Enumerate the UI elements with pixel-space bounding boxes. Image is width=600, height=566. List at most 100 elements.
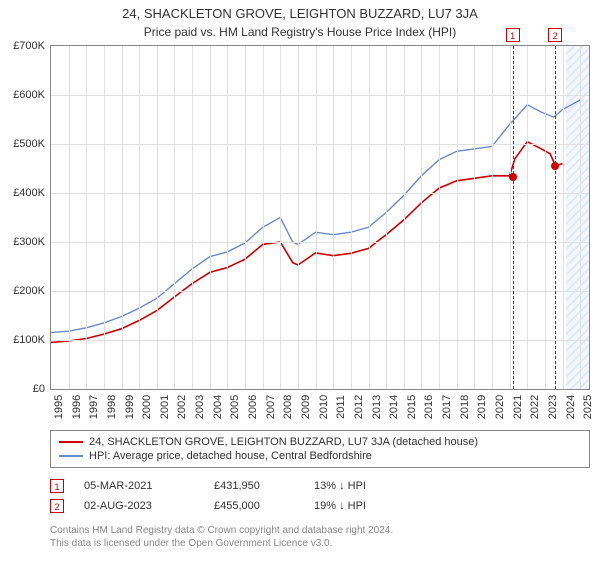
gridline [421,46,422,389]
gridline [333,46,334,389]
sale-diff: 19% ↓ HPI [314,500,404,512]
sale-marker-icon: 1 [50,479,64,493]
footnote-line: Contains HM Land Registry data © Crown c… [50,524,590,537]
gridline [298,46,299,389]
gridline [527,46,528,389]
legend-row: HPI: Average price, detached house, Cent… [59,449,581,463]
gridline [457,46,458,389]
price-chart: £0£100K£200K£300K£400K£500K£600K£700K199… [50,45,590,390]
legend-label: 24, SHACKLETON GROVE, LEIGHTON BUZZARD, … [89,436,478,448]
gridline [545,46,546,389]
x-tick-label: 2007 [263,395,277,419]
legend-row: 24, SHACKLETON GROVE, LEIGHTON BUZZARD, … [59,435,581,449]
x-tick-label: 1995 [51,395,65,419]
x-tick-label: 2017 [439,395,453,419]
gridline [139,46,140,389]
sale-marker-icon: 2 [50,499,64,513]
gridline [51,144,589,145]
gridline [263,46,264,389]
x-tick-label: 2018 [457,395,471,419]
sale-row: 2 02-AUG-2023 £455,000 19% ↓ HPI [50,496,590,516]
x-tick-label: 2011 [333,395,347,419]
x-tick-label: 2000 [139,395,153,419]
footnote: Contains HM Land Registry data © Crown c… [50,524,590,550]
gridline [192,46,193,389]
legend: 24, SHACKLETON GROVE, LEIGHTON BUZZARD, … [50,430,590,468]
gridline [122,46,123,389]
x-tick-label: 2019 [474,395,488,419]
gridline [51,242,589,243]
gridline [404,46,405,389]
sale-marker-line [555,46,556,389]
sale-marker-dot [509,173,517,181]
gridline [104,46,105,389]
x-tick-label: 2013 [369,395,383,419]
gridline [174,46,175,389]
gridline [492,46,493,389]
x-tick-label: 2014 [386,395,400,419]
chart-svg [51,46,589,389]
sale-diff: 13% ↓ HPI [314,480,404,492]
y-tick-label: £600K [13,89,51,101]
y-tick-label: £100K [13,334,51,346]
x-tick-label: 2025 [580,395,594,419]
x-tick-label: 2008 [280,395,294,419]
x-tick-label: 2024 [563,395,577,419]
gridline [51,193,589,194]
x-tick-label: 1999 [122,395,136,419]
y-tick-label: £300K [13,236,51,248]
gridline [86,46,87,389]
gridline [51,340,589,341]
x-tick-label: 2022 [527,395,541,419]
y-tick-label: £500K [13,138,51,150]
sale-price: £455,000 [214,500,294,512]
x-tick-label: 2010 [316,395,330,419]
gridline [580,46,581,389]
gridline [474,46,475,389]
x-tick-label: 2012 [351,395,365,419]
x-tick-label: 2006 [245,395,259,419]
x-tick-label: 2020 [492,395,506,419]
gridline [316,46,317,389]
gridline [439,46,440,389]
y-tick-label: £0 [33,383,51,395]
sale-marker-badge: 2 [548,28,562,42]
x-tick-label: 2023 [545,395,559,419]
sale-row: 1 05-MAR-2021 £431,950 13% ↓ HPI [50,476,590,496]
x-tick-label: 2016 [421,395,435,419]
gridline [157,46,158,389]
legend-label: HPI: Average price, detached house, Cent… [89,450,372,462]
sale-marker-line [513,46,514,389]
x-tick-label: 2004 [210,395,224,419]
x-tick-label: 2021 [510,395,524,419]
legend-swatch [59,455,83,457]
gridline [369,46,370,389]
footnote-line: This data is licensed under the Open Gov… [50,537,590,550]
sale-marker-dot [551,162,559,170]
gridline [69,46,70,389]
y-tick-label: £700K [13,40,51,52]
gridline [210,46,211,389]
x-tick-label: 1997 [86,395,100,419]
x-tick-label: 1996 [69,395,83,419]
gridline [51,95,589,96]
gridline [563,46,564,389]
x-tick-label: 2003 [192,395,206,419]
gridline [510,46,511,389]
sale-date: 02-AUG-2023 [84,500,194,512]
x-tick-label: 2009 [298,395,312,419]
y-tick-label: £200K [13,285,51,297]
gridline [351,46,352,389]
gridline [245,46,246,389]
x-tick-label: 2001 [157,395,171,419]
sale-marker-badge: 1 [506,28,520,42]
x-tick-label: 1998 [104,395,118,419]
x-tick-label: 2005 [227,395,241,419]
gridline [51,291,589,292]
y-tick-label: £400K [13,187,51,199]
x-tick-label: 2015 [404,395,418,419]
chart-title: 24, SHACKLETON GROVE, LEIGHTON BUZZARD, … [0,6,600,21]
gridline [280,46,281,389]
gridline [386,46,387,389]
x-tick-label: 2002 [174,395,188,419]
